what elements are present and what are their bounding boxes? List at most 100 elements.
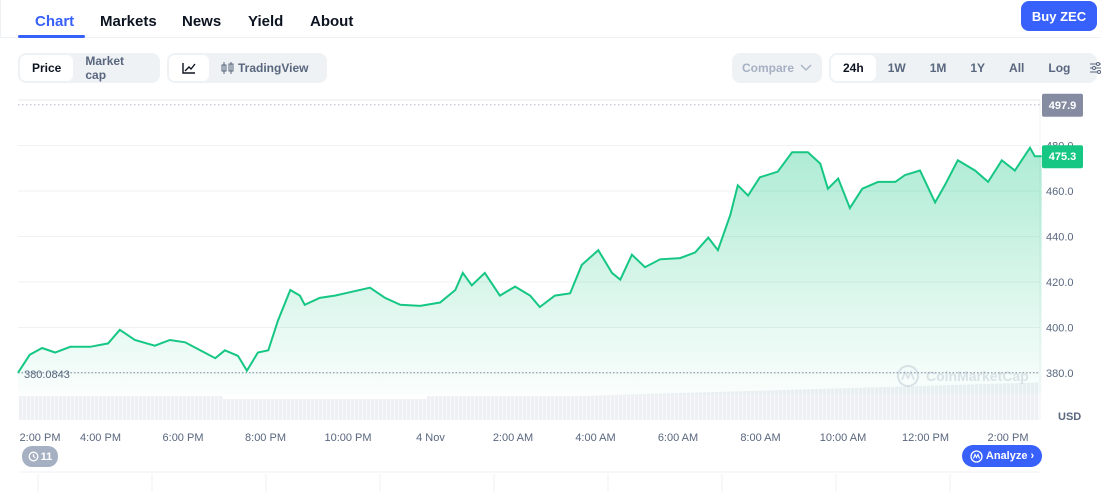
volume-bar — [795, 389, 799, 420]
volume-bar — [219, 396, 223, 420]
volume-bar — [539, 396, 543, 420]
volume-bar — [95, 396, 99, 420]
volume-bar — [767, 390, 771, 420]
volume-bar — [495, 396, 499, 420]
volume-bar — [99, 396, 103, 420]
range-1y[interactable]: 1Y — [970, 61, 986, 75]
volume-bar — [383, 399, 387, 420]
volume-bar — [683, 392, 687, 420]
volume-bar — [39, 396, 43, 420]
volume-bar — [271, 399, 275, 420]
y-tick-label: 420.0 — [1046, 277, 1074, 289]
tab-news[interactable]: News — [182, 13, 222, 30]
volume-bar — [291, 399, 295, 420]
volume-bar — [963, 384, 967, 420]
range-24h[interactable]: 24h — [831, 55, 876, 81]
volume-bar — [971, 384, 975, 420]
volume-bar — [911, 386, 915, 420]
range-all[interactable]: All — [1009, 61, 1025, 75]
tab-bar: Chart Markets News Yield About — [0, 0, 1101, 38]
volume-bar — [983, 384, 987, 420]
volume-bar — [883, 387, 887, 420]
volume-bar — [147, 396, 151, 420]
volume-bar — [159, 396, 163, 420]
volume-bar — [743, 391, 747, 420]
tab-yield[interactable]: Yield — [248, 13, 284, 30]
volume-bar — [679, 393, 683, 420]
volume-bar — [979, 384, 983, 420]
volume-bar — [875, 387, 879, 420]
volume-bar — [859, 387, 863, 420]
volume-bar — [607, 395, 611, 420]
volume-bar — [695, 392, 699, 420]
analyze-icon — [970, 449, 983, 463]
volume-bar — [631, 394, 635, 420]
volume-bar — [31, 396, 35, 420]
tradingview-button[interactable]: TradingView — [209, 55, 320, 81]
chart-style-toggle: TradingView — [167, 53, 327, 83]
volume-bar — [371, 399, 375, 420]
volume-bar — [1003, 383, 1007, 420]
volume-bar — [555, 396, 559, 420]
volume-bar — [863, 387, 867, 420]
volume-bar — [1015, 383, 1019, 420]
volume-bar — [547, 396, 551, 420]
volume-bar — [651, 393, 655, 420]
range-1w[interactable]: 1W — [887, 61, 906, 75]
y-tick-label: 440.0 — [1046, 232, 1074, 244]
tab-about[interactable]: About — [310, 13, 354, 30]
volume-bar — [779, 390, 783, 420]
price-toggle[interactable]: Price — [20, 55, 74, 81]
volume-bar — [879, 387, 883, 420]
volume-bar — [255, 399, 259, 420]
volume-bar — [987, 383, 991, 420]
volume-bar — [183, 396, 187, 420]
line-chart-button[interactable] — [169, 55, 209, 81]
x-tick-label: 6:00 PM — [163, 432, 204, 444]
volume-bar — [715, 391, 719, 420]
volume-bar — [259, 399, 263, 420]
volume-bar — [671, 393, 675, 420]
volume-bar — [119, 396, 123, 420]
tab-markets[interactable]: Markets — [100, 13, 157, 30]
volume-bar — [319, 399, 323, 420]
tab-chart[interactable]: Chart — [35, 13, 75, 30]
log-toggle[interactable]: Log — [1048, 61, 1071, 75]
volume-bar — [835, 388, 839, 420]
volume-bar — [363, 399, 367, 420]
market-cap-toggle[interactable]: Market cap — [85, 54, 125, 82]
volume-bar — [1011, 383, 1015, 420]
history-badge[interactable]: 11 — [22, 446, 58, 467]
volume-bar — [471, 396, 475, 420]
volume-bar — [623, 394, 627, 420]
volume-bar — [951, 385, 955, 420]
range-1m[interactable]: 1M — [929, 61, 947, 75]
volume-bar — [123, 396, 127, 420]
volume-bar — [359, 399, 363, 420]
volume-bar — [303, 399, 307, 420]
volume-bar — [35, 396, 39, 420]
volume-bar — [431, 396, 435, 420]
volume-bar — [443, 396, 447, 420]
volume-bar — [23, 396, 27, 420]
volume-bar — [691, 392, 695, 420]
volume-bar — [895, 386, 899, 420]
volume-bar — [663, 393, 667, 420]
volume-bar — [735, 391, 739, 420]
volume-bar — [279, 399, 283, 420]
volume-bar — [331, 399, 335, 420]
volume-bar — [723, 391, 727, 420]
compare-dropdown[interactable]: Compare — [732, 53, 822, 83]
volume-bar — [91, 396, 95, 420]
volume-bar — [295, 399, 299, 420]
volume-bar — [823, 388, 827, 420]
buy-zec-button[interactable]: Buy ZEC — [1021, 1, 1097, 31]
volume-bar — [195, 396, 199, 420]
analyze-button[interactable]: Analyze › — [962, 445, 1042, 467]
volume-bar — [275, 399, 279, 420]
volume-bar — [579, 395, 583, 420]
current-price-label-box — [1042, 145, 1083, 169]
volume-bar — [559, 396, 563, 420]
volume-bar — [499, 396, 503, 420]
